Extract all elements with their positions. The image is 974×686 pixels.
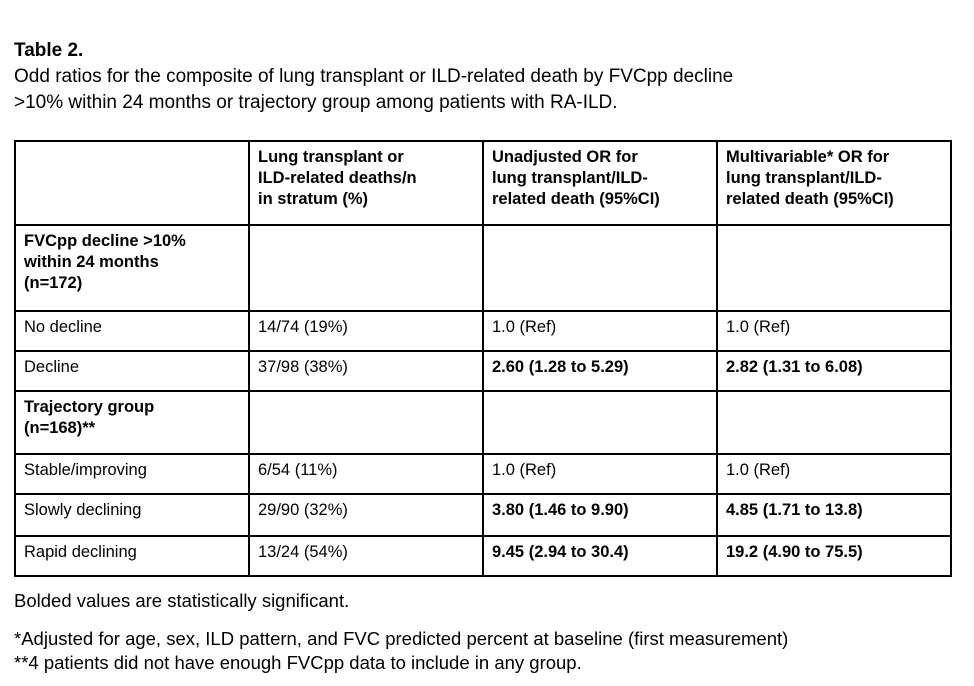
multivariable-or-cell: 19.2 (4.90 to 75.5) [716, 535, 952, 577]
row-label: No decline [14, 310, 250, 352]
section-row-trajectory-group: Trajectory group (n=168)** [14, 390, 952, 455]
col-header-unadjusted-or: Unadjusted OR for lung transplant/ILD- r… [482, 140, 718, 226]
deaths-cell: 6/54 (11%) [248, 453, 484, 495]
footnote-adjusted: *Adjusted for age, sex, ILD pattern, and… [14, 628, 789, 649]
row-label: Decline [14, 350, 250, 392]
unadjusted-or-cell: 3.80 (1.46 to 9.90) [482, 493, 718, 537]
header-row: Lung transplant or ILD-related deaths/n … [14, 140, 952, 226]
deaths-cell [248, 224, 484, 312]
deaths-cell: 13/24 (54%) [248, 535, 484, 577]
col-header-multivariable-or: Multivariable* OR for lung transplant/IL… [716, 140, 952, 226]
multivariable-or-cell: 1.0 (Ref) [716, 453, 952, 495]
deaths-cell [248, 390, 484, 455]
deaths-cell: 37/98 (38%) [248, 350, 484, 392]
table-row-no-decline: No decline 14/74 (19%) 1.0 (Ref) 1.0 (Re… [14, 310, 952, 352]
unadjusted-or-cell: 1.0 (Ref) [482, 310, 718, 352]
multivariable-or-cell [716, 224, 952, 312]
unadjusted-or-cell [482, 224, 718, 312]
table-row-decline: Decline 37/98 (38%) 2.60 (1.28 to 5.29) … [14, 350, 952, 392]
odds-ratio-table: Lung transplant or ILD-related deaths/n … [14, 140, 952, 577]
col-header-stratum [14, 140, 250, 226]
unadjusted-or-cell: 9.45 (2.94 to 30.4) [482, 535, 718, 577]
row-label: Stable/improving [14, 453, 250, 495]
multivariable-or-cell: 1.0 (Ref) [716, 310, 952, 352]
unadjusted-or-cell: 1.0 (Ref) [482, 453, 718, 495]
table-caption: Table 2. Odd ratios for the composite of… [14, 12, 956, 116]
unadjusted-or-cell [482, 390, 718, 455]
unadjusted-or-cell: 2.60 (1.28 to 5.29) [482, 350, 718, 392]
footnotes: Bolded values are statistically signific… [14, 589, 956, 686]
deaths-cell: 14/74 (19%) [248, 310, 484, 352]
row-label: Slowly declining [14, 493, 250, 537]
section-row-fvcpp-decline: FVCpp decline >10% within 24 months (n=1… [14, 224, 952, 312]
table-row-rapid-declining: Rapid declining 13/24 (54%) 9.45 (2.94 t… [14, 535, 952, 577]
footnote-bold-values: Bolded values are statistically signific… [14, 590, 350, 611]
footnote-excluded: **4 patients did not have enough FVCpp d… [14, 652, 582, 673]
multivariable-or-cell: 4.85 (1.71 to 13.8) [716, 493, 952, 537]
section-label: FVCpp decline >10% within 24 months (n=1… [14, 224, 250, 312]
deaths-cell: 29/90 (32%) [248, 493, 484, 537]
col-header-deaths: Lung transplant or ILD-related deaths/n … [248, 140, 484, 226]
table-row-slowly-declining: Slowly declining 29/90 (32%) 3.80 (1.46 … [14, 493, 952, 537]
multivariable-or-cell [716, 390, 952, 455]
table-caption-number: Table 2. [14, 40, 84, 61]
section-label: Trajectory group (n=168)** [14, 390, 250, 455]
table-row-stable-improving: Stable/improving 6/54 (11%) 1.0 (Ref) 1.… [14, 453, 952, 495]
row-label: Rapid declining [14, 535, 250, 577]
multivariable-or-cell: 2.82 (1.31 to 6.08) [716, 350, 952, 392]
table-caption-text: Odd ratios for the composite of lung tra… [14, 66, 734, 113]
